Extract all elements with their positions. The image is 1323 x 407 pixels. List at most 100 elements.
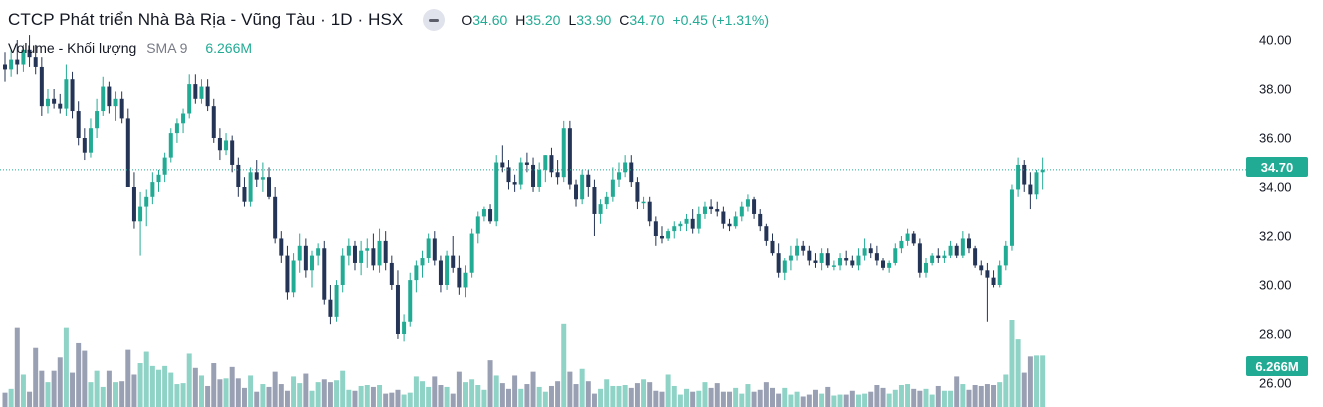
candle-body: [893, 248, 898, 263]
candle-body: [862, 248, 867, 256]
candle-body: [868, 248, 873, 254]
candle-body: [414, 265, 419, 281]
candle-body: [586, 174, 591, 187]
volume-bar: [917, 390, 923, 407]
candle-body: [303, 245, 308, 271]
candle-body: [125, 118, 130, 187]
candle-body: [52, 98, 57, 104]
candle-body: [678, 223, 683, 227]
candle-body: [543, 155, 548, 170]
volume-bar: [186, 353, 192, 407]
candle-body: [684, 218, 689, 224]
candle-body: [574, 184, 579, 200]
price-candles: [3, 35, 1045, 342]
candle-body: [365, 248, 370, 251]
candle-body: [881, 260, 886, 268]
volume-bar: [88, 382, 94, 407]
candle-body: [696, 213, 701, 229]
volume-bar: [180, 383, 186, 407]
volume-legend: Volume - Khối lượng SMA 9 6.266M: [8, 40, 252, 56]
candle-body: [764, 226, 769, 241]
volume-bar: [831, 395, 837, 407]
candle-body: [795, 245, 800, 256]
volume-bar: [162, 365, 168, 407]
volume-bar: [555, 381, 561, 407]
volume-bar: [505, 388, 511, 407]
price-axis[interactable]: 40.00 38.00 36.00 34.00 32.00 30.00 28.00 26.00: [1259, 33, 1292, 391]
volume-bar: [340, 370, 346, 407]
candle-body: [481, 209, 486, 217]
candle-body: [1028, 184, 1033, 195]
candle-body: [217, 138, 222, 151]
candle-body: [838, 258, 843, 266]
volume-bar: [868, 391, 874, 407]
candle-body: [647, 201, 652, 222]
volume-bar: [812, 389, 818, 407]
volume-bar: [20, 374, 26, 407]
volume-bar: [119, 381, 125, 407]
candle-body: [524, 162, 529, 165]
y-tick-label: 34.00: [1259, 180, 1292, 195]
candle-body: [162, 157, 167, 175]
candle-body: [101, 86, 106, 112]
y-tick-label: 30.00: [1259, 278, 1292, 293]
candle-body: [979, 265, 984, 271]
volume-bar: [536, 386, 542, 407]
candle-body: [567, 128, 572, 185]
chart-legend: CTCP Phát triển Nhà Bà Rịa - Vũng Tàu · …: [8, 9, 769, 31]
volume-bar: [260, 384, 266, 407]
last-price-tag: 34.70: [1246, 157, 1308, 177]
candle-body: [193, 84, 198, 99]
volume-bar: [616, 385, 622, 407]
volume-bar: [217, 379, 223, 407]
volume-bar: [407, 392, 413, 407]
volume-bar: [641, 379, 647, 407]
volume-bar: [327, 382, 333, 407]
candle-body: [592, 187, 597, 214]
candle-body: [930, 255, 935, 263]
volume-bar: [444, 386, 450, 407]
volume-value: 6.266M: [205, 40, 253, 56]
volume-bar: [727, 391, 733, 407]
candle-body: [936, 255, 941, 259]
candle-body: [27, 49, 32, 58]
candle-body: [15, 59, 20, 65]
volume-bar: [573, 384, 579, 407]
volume-bar: [131, 374, 137, 407]
symbol-title: CTCP Phát triển Nhà Bà Rịa - Vũng Tàu · …: [8, 10, 404, 29]
volume-bar: [898, 385, 904, 407]
ohlc-low: L33.90: [568, 12, 612, 28]
volume-bar: [622, 385, 628, 407]
y-tick-label: 38.00: [1259, 82, 1292, 97]
volume-bar: [714, 383, 720, 407]
candle-body: [752, 199, 757, 214]
volume-bar: [843, 394, 849, 407]
volume-bar: [542, 391, 548, 407]
volume-bar: [585, 381, 591, 407]
candle-body: [9, 59, 14, 70]
volume-bar: [106, 370, 112, 407]
candle-body: [629, 162, 634, 183]
candle-body: [21, 49, 26, 65]
candle-body: [690, 218, 695, 229]
candle-body: [426, 238, 431, 259]
volume-bar: [819, 393, 825, 407]
volume-bar: [254, 391, 260, 407]
volume-bar: [149, 365, 155, 407]
candle-body: [310, 255, 314, 271]
candle-body: [991, 277, 996, 285]
volume-bar: [248, 375, 254, 407]
candle-body: [715, 209, 720, 212]
candle-body: [395, 285, 400, 334]
collapse-legend-button[interactable]: [423, 9, 446, 31]
volume-bar: [905, 384, 911, 407]
candle-body: [230, 140, 235, 165]
volume-bar: [733, 387, 739, 407]
volume-bar: [346, 389, 352, 407]
volume-bar: [358, 385, 364, 407]
volume-bar: [174, 384, 180, 407]
volume-bar: [309, 390, 315, 407]
minus-icon: [429, 18, 440, 22]
candle-body: [966, 238, 971, 249]
